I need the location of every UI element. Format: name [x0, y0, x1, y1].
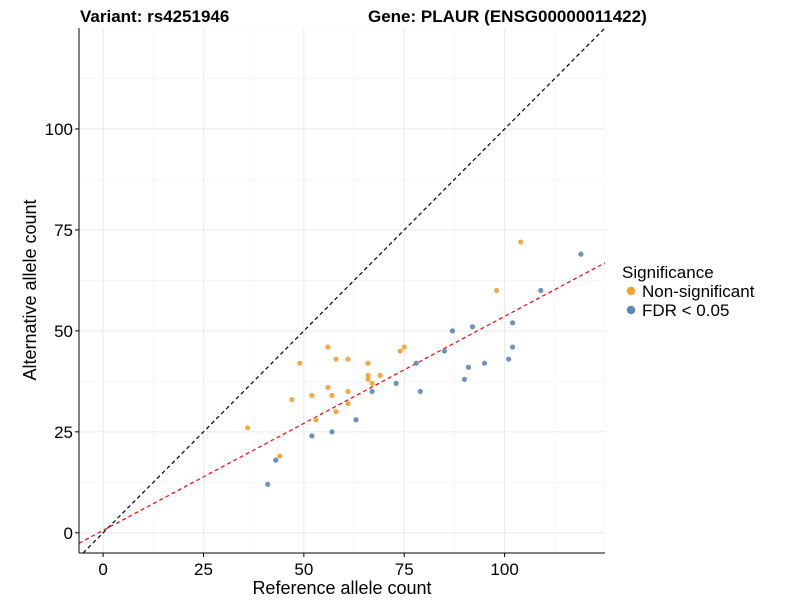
x-tick-label: 100 — [490, 560, 518, 579]
data-point-non-significant — [397, 348, 403, 354]
data-point-fdr-0-05 — [369, 388, 375, 395]
y-axis-title: Alternative allele count — [20, 199, 40, 380]
fit-line — [78, 262, 606, 544]
data-point-fdr-0-05 — [353, 417, 359, 423]
data-point-non-significant — [377, 372, 383, 378]
data-point-fdr-0-05 — [265, 481, 271, 487]
x-tick-label: 25 — [194, 560, 213, 579]
data-point-non-significant — [297, 360, 303, 366]
identity-line — [82, 27, 606, 554]
data-point-non-significant — [325, 384, 331, 391]
data-point-fdr-0-05 — [510, 344, 516, 350]
data-point-fdr-0-05 — [481, 360, 488, 366]
data-point-non-significant — [245, 425, 251, 431]
data-point-fdr-0-05 — [413, 360, 419, 366]
data-point-fdr-0-05 — [538, 287, 544, 294]
legend-marker — [626, 286, 636, 296]
data-point-fdr-0-05 — [393, 380, 399, 386]
data-point-non-significant — [369, 380, 375, 386]
x-tick-label: 50 — [294, 560, 313, 579]
data-point-fdr-0-05 — [506, 356, 512, 362]
data-point-fdr-0-05 — [469, 324, 476, 330]
data-point-non-significant — [365, 376, 371, 382]
y-tick-label: 75 — [54, 221, 73, 240]
reference-lines — [78, 27, 606, 554]
x-axis-ticks: 0 25 50 75 100 — [98, 553, 519, 579]
data-point-fdr-0-05 — [461, 376, 468, 382]
data-point-non-significant — [345, 400, 351, 407]
y-axis-ticks: 0 25 50 75 100 — [45, 120, 79, 543]
data-point-non-significant — [313, 417, 319, 423]
legend-label: Non-significant — [642, 282, 755, 301]
grid-lines — [79, 27, 606, 553]
data-point-non-significant — [333, 356, 339, 362]
data-point-non-significant — [289, 396, 295, 403]
data-point-non-significant — [401, 344, 407, 350]
data-point-non-significant — [345, 356, 351, 362]
legend-title: Significance — [622, 263, 714, 282]
data-point-non-significant — [309, 392, 315, 399]
chart-title-variant: Variant: rs4251946 — [80, 7, 229, 26]
data-points — [245, 239, 584, 487]
data-point-fdr-0-05 — [309, 433, 315, 439]
data-point-fdr-0-05 — [417, 388, 423, 395]
data-point-non-significant — [325, 344, 331, 350]
data-point-non-significant — [518, 239, 524, 245]
data-point-non-significant — [329, 392, 335, 399]
data-point-non-significant — [277, 453, 283, 459]
y-tick-label: 0 — [64, 524, 73, 543]
data-point-non-significant — [365, 372, 371, 378]
y-tick-label: 50 — [54, 322, 73, 341]
data-point-non-significant — [365, 360, 371, 366]
chart-title-gene: Gene: PLAUR (ENSG00000011422) — [368, 7, 647, 26]
y-tick-label: 100 — [45, 120, 73, 139]
data-point-non-significant — [493, 287, 500, 294]
data-point-non-significant — [345, 388, 351, 395]
data-point-fdr-0-05 — [578, 251, 584, 257]
data-point-fdr-0-05 — [329, 429, 335, 435]
data-point-fdr-0-05 — [510, 320, 516, 326]
legend-marker — [626, 305, 636, 315]
x-axis-title: Reference allele count — [252, 578, 431, 598]
x-tick-label: 75 — [395, 560, 414, 579]
data-point-non-significant — [333, 409, 339, 415]
data-point-fdr-0-05 — [273, 457, 279, 463]
x-tick-label: 0 — [98, 560, 107, 579]
data-point-fdr-0-05 — [441, 348, 447, 354]
legend-label: FDR < 0.05 — [642, 301, 729, 320]
data-point-fdr-0-05 — [465, 364, 472, 370]
y-tick-label: 25 — [54, 423, 73, 442]
data-point-fdr-0-05 — [449, 328, 456, 334]
